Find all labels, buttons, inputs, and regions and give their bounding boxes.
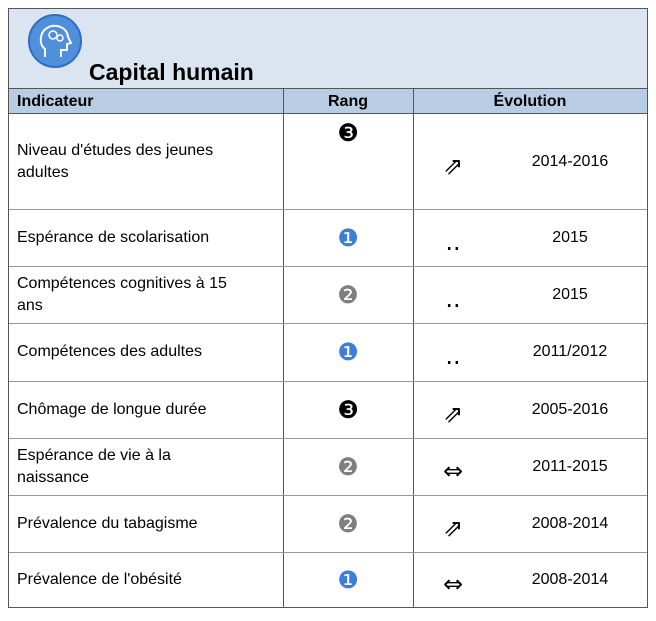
period: 2005-2016 xyxy=(531,400,609,418)
trend: ⇔ xyxy=(442,569,464,598)
title: Capital humain xyxy=(89,59,254,85)
trend: ⇗ xyxy=(442,399,464,428)
column-separator xyxy=(283,89,284,607)
rank: ❷ xyxy=(337,452,359,481)
indicator: Compétences des adultes xyxy=(17,343,202,360)
column-header: Évolution xyxy=(413,89,647,114)
indicator: Prévalence du tabagisme xyxy=(17,514,198,532)
row-separator xyxy=(9,438,647,439)
rank: ❶ xyxy=(337,338,359,366)
row-separator xyxy=(9,323,647,324)
column-header: Indicateur xyxy=(9,89,283,114)
rank: ❸ xyxy=(337,119,359,147)
row-separator xyxy=(9,495,647,496)
period: 2008-2014 xyxy=(531,570,609,588)
table: Capital humain Indicateur Rang Évolution… xyxy=(8,8,648,608)
trend: .. xyxy=(445,284,461,313)
trend: ⇗ xyxy=(442,151,464,180)
banner: Capital humain xyxy=(9,9,647,89)
rank: ❶ xyxy=(337,223,359,252)
rank: ❷ xyxy=(337,280,359,309)
indicator: Espérance de scolarisation xyxy=(17,228,210,246)
indicator: Compétences cognitives à 15 ans xyxy=(17,274,227,314)
period: 2014-2016 xyxy=(531,152,609,170)
trend: .. xyxy=(445,342,461,370)
row-separator xyxy=(9,552,647,553)
rank: ❶ xyxy=(337,565,359,594)
row-separator xyxy=(9,209,647,210)
rank: ❸ xyxy=(337,395,359,424)
rank: ❷ xyxy=(337,509,359,538)
trend: ⇗ xyxy=(442,513,464,542)
indicator: Chômage de longue durée xyxy=(17,400,207,418)
indicator: Niveau d'études des jeunes adultes xyxy=(17,141,214,181)
column-separator xyxy=(413,89,414,607)
head-icon xyxy=(28,14,82,68)
row-separator xyxy=(9,266,647,267)
period: 2011/2012 xyxy=(532,343,608,360)
indicator: Prévalence de l'obésité xyxy=(17,570,182,588)
period: 2008-2014 xyxy=(531,514,609,532)
row-separator xyxy=(9,381,647,382)
trend: .. xyxy=(445,227,461,256)
period: 2015 xyxy=(552,285,588,303)
column-header: Rang xyxy=(283,89,413,114)
period: 2011-2015 xyxy=(532,457,608,475)
indicator: Espérance de vie à la naissance xyxy=(17,446,171,486)
period: 2015 xyxy=(552,228,588,246)
trend: ⇔ xyxy=(442,456,464,485)
